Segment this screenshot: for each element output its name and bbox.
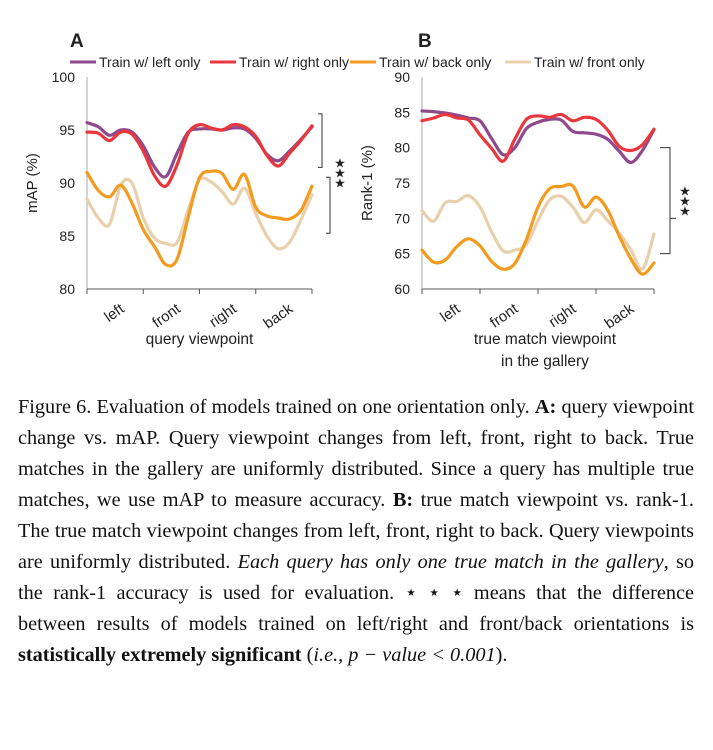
bracket-left xyxy=(318,113,323,168)
caption-b-label: B: xyxy=(392,489,414,511)
x-tick-label: left xyxy=(101,300,128,326)
y-tick-label: 65 xyxy=(394,246,410,262)
y-tick-label: 80 xyxy=(59,281,75,297)
y-tick-label: 85 xyxy=(59,228,75,244)
caption-p-expr: , p − value < 0.001 xyxy=(338,644,496,666)
legend-item: Train w/ left only xyxy=(70,54,200,70)
x-tick-label: right xyxy=(206,300,240,331)
caption-b-italic: Each query has only one true match in th… xyxy=(237,551,664,573)
y-tick-label: 60 xyxy=(394,281,410,297)
legend-item: Train w/ front only xyxy=(505,54,645,70)
x-tick-label: back xyxy=(260,300,296,332)
y-tick-label: 95 xyxy=(59,122,75,138)
y-tick-label: 70 xyxy=(394,210,410,226)
x-axis-title-line: true match viewpoint xyxy=(474,331,617,348)
caption-paren-open: ( xyxy=(306,644,314,666)
legend-item: Train w/ back only xyxy=(350,54,491,70)
series-line xyxy=(85,176,314,251)
series-line xyxy=(85,121,314,179)
panel-label: B xyxy=(418,31,432,52)
y-tick-label: 100 xyxy=(52,69,76,85)
x-axis-title-line: in the gallery xyxy=(501,353,589,370)
caption-paren-close: ). xyxy=(495,644,508,666)
y-tick-label: 90 xyxy=(59,175,75,191)
x-axis-title: query viewpoint xyxy=(146,331,254,348)
x-tick-label: front xyxy=(487,300,522,332)
caption-ie: i.e. xyxy=(313,644,339,666)
y-tick-label: 75 xyxy=(394,175,410,191)
x-tick-label: back xyxy=(602,300,638,332)
significance-star: ★ xyxy=(334,155,346,170)
significance-star: ★ xyxy=(679,204,691,219)
caption-bold-phrase: statistically extremely significant xyxy=(18,644,302,666)
significance-star: ★ xyxy=(334,175,346,190)
figure: Train w/ left only Train w/ right only Tra… xyxy=(24,31,691,370)
bracket-right xyxy=(326,176,331,234)
bracket xyxy=(660,147,671,255)
panel-label: A xyxy=(70,31,84,52)
x-tick-label: right xyxy=(546,300,580,331)
y-axis-title: Rank-1 (%) xyxy=(359,145,376,221)
significance-star: ★ xyxy=(679,194,691,209)
x-tick-label: front xyxy=(149,300,184,332)
y-tick-label: 85 xyxy=(394,104,410,120)
legend-label: Train w/ left only xyxy=(99,54,200,70)
legend-item: Train w/ right only xyxy=(210,54,349,70)
caption-b-text2: , so the rank-1 accuracy is used for eva… xyxy=(18,551,694,604)
caption-a-text: query viewpoint change vs. mAP. Query vi… xyxy=(18,396,694,511)
caption-figure-line: Figure 6. Evaluation of models trained o… xyxy=(18,396,530,418)
legend: Train w/ left only Train w/ right only Tra… xyxy=(70,54,645,70)
panel-a: A 80 85 90 95 100 left front right back mAP (%) que… xyxy=(24,31,346,348)
caption-b-text: true match viewpoint vs. rank-1. The tru… xyxy=(18,489,694,573)
series-line xyxy=(420,182,656,276)
y-axis-title: mAP (%) xyxy=(24,153,41,213)
significance-star: ★ xyxy=(679,184,691,199)
figure-caption: Figure 6. Evaluation of models trained o… xyxy=(18,392,694,671)
caption-stars: ⋆ ⋆ ⋆ xyxy=(404,582,464,604)
series-line xyxy=(420,112,656,163)
significance-star: ★ xyxy=(334,165,346,180)
legend-label: Train w/ back only xyxy=(379,54,491,70)
legend-label: Train w/ right only xyxy=(239,54,349,70)
y-tick-label: 90 xyxy=(394,69,410,85)
caption-a-label: A: xyxy=(534,396,557,418)
series-line xyxy=(85,122,314,189)
series-line xyxy=(420,109,656,165)
panel-b: B 60 65 70 75 80 85 90 left front right back Rank-1 … xyxy=(359,31,691,370)
series-line xyxy=(85,169,314,268)
legend-label: Train w/ front only xyxy=(534,54,645,70)
y-tick-label: 80 xyxy=(394,140,410,156)
x-tick-label: left xyxy=(437,300,464,326)
caption-stars-text: means that the difference between result… xyxy=(18,582,694,635)
